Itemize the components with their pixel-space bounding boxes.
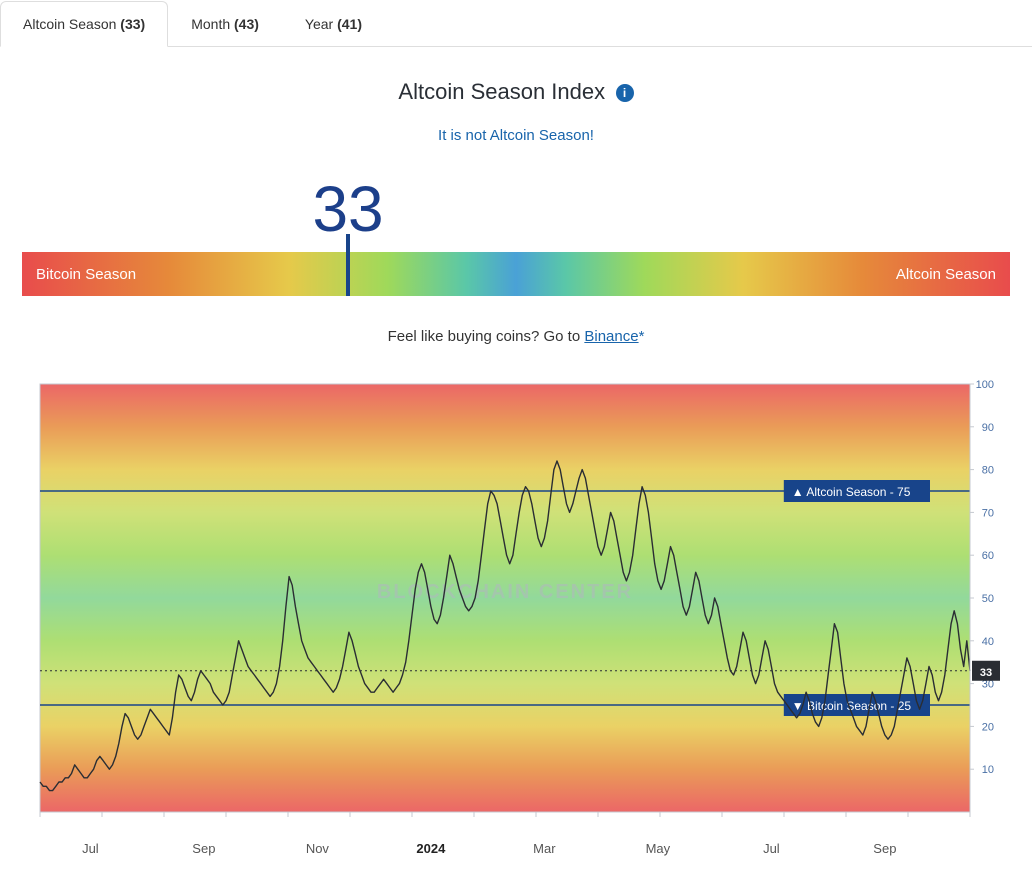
svg-text:50: 50: [982, 593, 994, 605]
tab-label: Month: [191, 16, 230, 32]
tab-label: Altcoin Season: [23, 16, 116, 32]
x-axis-label: Sep: [176, 841, 233, 856]
current-index-value: 33: [0, 172, 842, 246]
tab-value: (33): [120, 16, 145, 32]
svg-text:10: 10: [982, 764, 994, 776]
svg-text:80: 80: [982, 465, 994, 477]
gauge-indicator: [346, 252, 350, 296]
svg-text:20: 20: [982, 721, 994, 733]
cta-prefix: Feel like buying coins? Go to: [388, 328, 585, 345]
tabs-bar: Altcoin Season (33) Month (43) Year (41): [0, 0, 1032, 47]
x-axis-label: Jul: [743, 841, 800, 856]
page-title: Altcoin Season Index: [398, 79, 605, 105]
x-axis-label: Jul: [62, 841, 119, 856]
info-icon[interactable]: i: [616, 84, 634, 102]
x-axis-label: [686, 841, 743, 856]
tab-altcoin-season[interactable]: Altcoin Season (33): [0, 1, 168, 47]
svg-text:90: 90: [982, 422, 994, 434]
x-axis-label: May: [630, 841, 687, 856]
x-axis-label: Mar: [516, 841, 573, 856]
tab-month[interactable]: Month (43): [168, 1, 282, 47]
svg-text:33: 33: [980, 667, 992, 679]
tab-value: (41): [337, 16, 362, 32]
title-row: Altcoin Season Index i: [22, 79, 1010, 105]
gauge-bar: Bitcoin Season Altcoin Season: [22, 252, 1010, 296]
subtitle: It is not Altcoin Season!: [22, 127, 1010, 144]
x-axis: Jul Sep Nov 2024 Mar May Jul Sep: [22, 833, 1010, 856]
x-axis-label: [800, 841, 857, 856]
svg-text:100: 100: [976, 379, 994, 391]
x-axis-label: [573, 841, 630, 856]
svg-text:▲ Altcoin Season - 75: ▲ Altcoin Season - 75: [792, 485, 911, 499]
x-axis-label: [119, 841, 176, 856]
chart: BLOCKCHAIN CENTER102030405060708090100▲ …: [22, 363, 1010, 856]
svg-text:60: 60: [982, 550, 994, 562]
x-axis-label: [459, 841, 516, 856]
gauge-left-label: Bitcoin Season: [36, 266, 136, 283]
x-axis-label: Nov: [289, 841, 346, 856]
svg-text:70: 70: [982, 507, 994, 519]
cta-star: *: [639, 328, 645, 345]
app-container: Altcoin Season (33) Month (43) Year (41)…: [0, 0, 1032, 878]
cta-text: Feel like buying coins? Go to Binance*: [22, 328, 1010, 345]
x-axis-label: Sep: [857, 841, 914, 856]
gauge: Bitcoin Season Altcoin Season: [22, 252, 1010, 296]
tab-value: (43): [234, 16, 259, 32]
chart-svg: BLOCKCHAIN CENTER102030405060708090100▲ …: [22, 363, 1010, 833]
x-axis-label: [232, 841, 289, 856]
cta-link[interactable]: Binance: [584, 328, 638, 345]
svg-text:40: 40: [982, 636, 994, 648]
gauge-right-label: Altcoin Season: [896, 266, 996, 283]
tab-label: Year: [305, 16, 333, 32]
panel: Altcoin Season Index i It is not Altcoin…: [0, 47, 1032, 878]
x-axis-label: [346, 841, 403, 856]
x-axis-label: [913, 841, 970, 856]
tab-year[interactable]: Year (41): [282, 1, 385, 47]
x-axis-label: 2024: [403, 841, 460, 856]
